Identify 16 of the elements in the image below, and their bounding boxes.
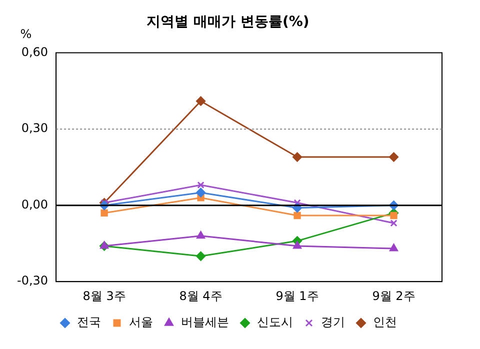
y-tick-label: 0,30 [21, 121, 48, 136]
x-tick-label: 9월 2주 [372, 288, 416, 303]
chart-title: 지역별 매매가 변동률(%) [146, 14, 310, 30]
legend-label: 서울 [129, 315, 153, 330]
x-tick-label: 8월 4주 [179, 288, 222, 303]
legend-label: 버블세븐 [181, 315, 229, 330]
legend-label: 신도시 [257, 315, 293, 330]
y-tick-label: 0,60 [21, 44, 48, 59]
legend-label: 전국 [77, 315, 101, 330]
x-tick-label: 8월 3주 [82, 288, 126, 303]
y-tick-label: 0,00 [21, 197, 48, 212]
x-tick-label: 9월 1주 [276, 288, 319, 303]
legend-label: 인천 [373, 315, 397, 330]
y-tick-label: -0,30 [16, 274, 48, 288]
legend-label: 경기 [321, 315, 345, 330]
y-axis-title: % [20, 26, 32, 41]
